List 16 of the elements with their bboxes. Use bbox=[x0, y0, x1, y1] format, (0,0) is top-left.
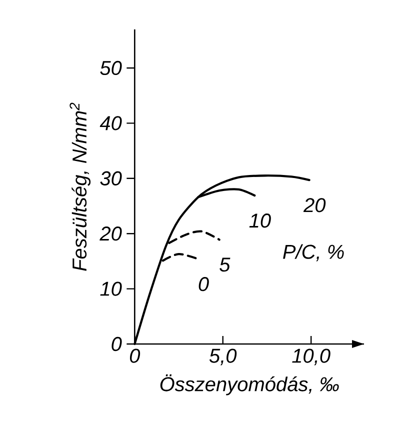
series-label: 20 bbox=[303, 198, 326, 212]
y-tick-label: 20 bbox=[100, 226, 122, 241]
y-tick-label: 0 bbox=[112, 336, 122, 352]
y-tick-label: 30 bbox=[100, 171, 122, 186]
y-tick-label: 50 bbox=[100, 60, 122, 76]
x-axis-title: Összenyomódás, ‰ bbox=[160, 374, 339, 396]
y-tick-label: 40 bbox=[100, 116, 122, 130]
series-label: 5 bbox=[220, 258, 230, 272]
series-label: 10 bbox=[249, 214, 271, 228]
x-tick-label: 10,0 bbox=[292, 348, 330, 366]
x-tick-label: 0 bbox=[130, 348, 140, 363]
x-tick-label: 5,0 bbox=[209, 348, 237, 366]
y-tick-label: 10 bbox=[100, 282, 122, 296]
legend-title: P/C, % bbox=[283, 244, 344, 262]
y-axis-title: Feszültség, N/mm$^{2}$ bbox=[70, 102, 91, 271]
series-label: 0 bbox=[198, 277, 209, 292]
